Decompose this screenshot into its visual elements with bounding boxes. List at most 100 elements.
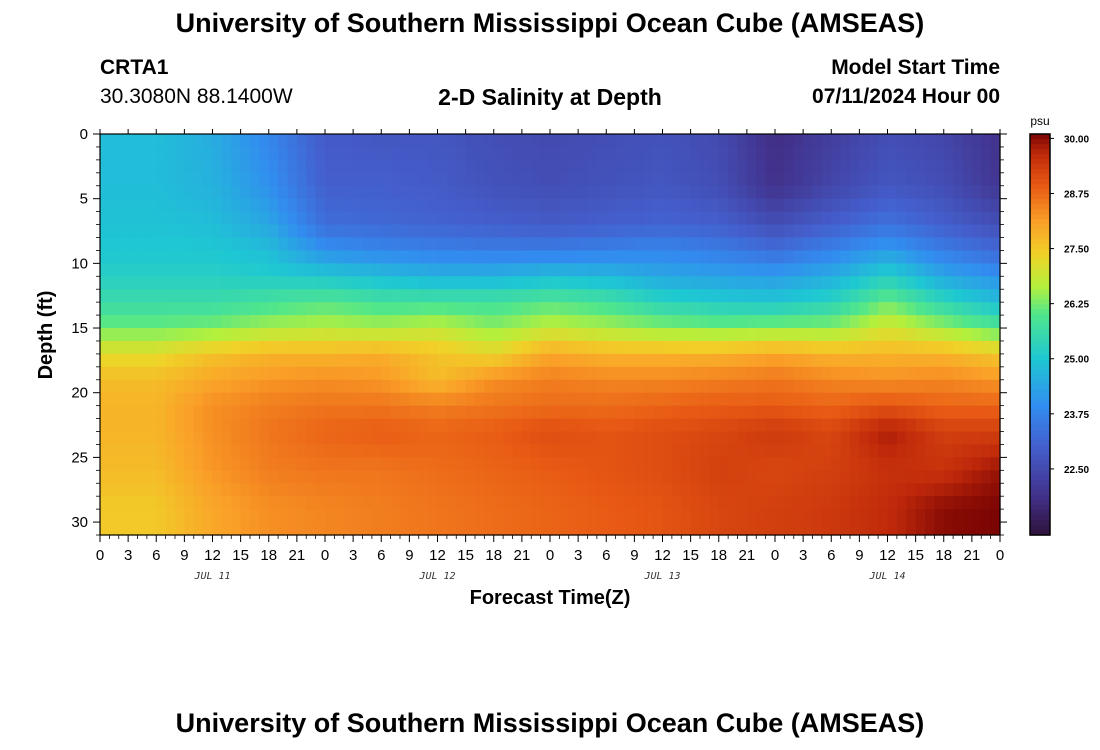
heatmap-cell [512,522,523,536]
heatmap-cell [334,431,345,446]
heatmap-cell [531,211,542,226]
heatmap-cell [756,172,767,187]
heatmap-cell [221,405,232,420]
heatmap-cell [615,276,626,290]
heatmap-cell [512,237,523,252]
heatmap-cell [118,496,129,510]
heatmap-cell [906,302,917,316]
colorbar-swatch [1030,519,1050,526]
heatmap-cell [775,185,785,200]
colorbar-swatch [1030,319,1050,326]
heatmap-cell [493,353,504,368]
heatmap-cell [981,315,992,329]
heatmap-cell [840,340,851,355]
heatmap-cell [934,250,945,264]
heatmap-cell [615,198,626,213]
heatmap-cell [203,146,214,161]
heatmap-cell [775,509,785,523]
heatmap-cell [681,444,692,458]
heatmap-cell [700,496,710,510]
heatmap-cell [625,302,635,316]
heatmap-cell [568,185,579,200]
heatmap-cell [643,276,654,290]
heatmap-cell [362,379,373,394]
heatmap-cell [662,146,673,161]
heatmap-cell [887,211,898,226]
heatmap-cell [737,340,748,355]
heatmap-cell [156,159,167,174]
heatmap-cell [568,444,579,458]
heatmap-cell [756,470,767,484]
heatmap-cell [990,522,1001,536]
heatmap-cell [746,263,757,277]
heatmap-cell [943,418,954,433]
heatmap-cell [896,263,907,277]
heatmap-cell [793,315,804,329]
colorbar-swatch [1030,159,1050,165]
heatmap-cell [634,431,645,446]
heatmap-cell [878,509,889,523]
colorbar-swatch [1030,399,1050,406]
heatmap-cell [971,263,982,277]
heatmap-cell [521,302,532,316]
heatmap-cell [306,134,317,148]
heatmap-cell [662,483,673,497]
heatmap-cell [296,457,307,471]
heatmap-cell [812,276,823,290]
heatmap-cell [718,263,729,277]
heatmap-cell [484,315,495,329]
heatmap-cell [221,250,232,264]
heatmap-cell [278,470,289,484]
heatmap-cell [465,353,476,368]
heatmap-cell [353,444,364,458]
heatmap-cell [681,366,692,381]
heatmap-cell [456,444,467,458]
heatmap-cell [371,522,382,536]
heatmap-cell [681,457,692,471]
heatmap-cell [559,328,570,342]
heatmap-cell [653,185,664,200]
heatmap-cell [878,172,889,187]
heatmap-cell [709,289,720,303]
heatmap-cell [353,302,364,316]
colorbar-swatch [1030,169,1050,175]
heatmap-cell [165,263,176,277]
heatmap-cell [484,444,495,458]
heatmap-cell [915,457,926,471]
heatmap-cell [306,405,317,420]
heatmap-cell [165,405,176,420]
heatmap-cell [390,496,401,510]
colorbar-swatch [1030,434,1050,441]
heatmap-cell [896,457,907,471]
heatmap-cell [259,185,270,200]
heatmap-cell [906,340,917,355]
heatmap-cell [746,289,757,303]
heatmap-cell [418,522,429,536]
heatmap-cell [962,250,973,264]
heatmap-cell [887,496,898,510]
heatmap-cell [128,289,139,303]
heatmap-cell [915,237,926,252]
heatmap-cell [118,302,129,316]
heatmap-cell [484,340,495,355]
heatmap-cell [193,366,204,381]
heatmap-cell [915,418,926,433]
heatmap-cell [250,276,260,290]
heatmap-cell [812,509,823,523]
heatmap-cell [850,263,860,277]
heatmap-cell [746,457,757,471]
heatmap-cell [400,496,410,510]
heatmap-cell [831,211,842,226]
heatmap-cell [296,496,307,510]
heatmap-cell [578,185,589,200]
heatmap-cell [156,509,167,523]
heatmap-cell [587,379,598,394]
heatmap-cell [250,483,260,497]
heatmap-cell [840,496,851,510]
heatmap-cell [775,470,785,484]
heatmap-cell [503,431,514,446]
heatmap-cell [221,366,232,381]
heatmap-cell [156,418,167,433]
heatmap-cell [587,146,598,161]
heatmap-cell [146,483,157,497]
